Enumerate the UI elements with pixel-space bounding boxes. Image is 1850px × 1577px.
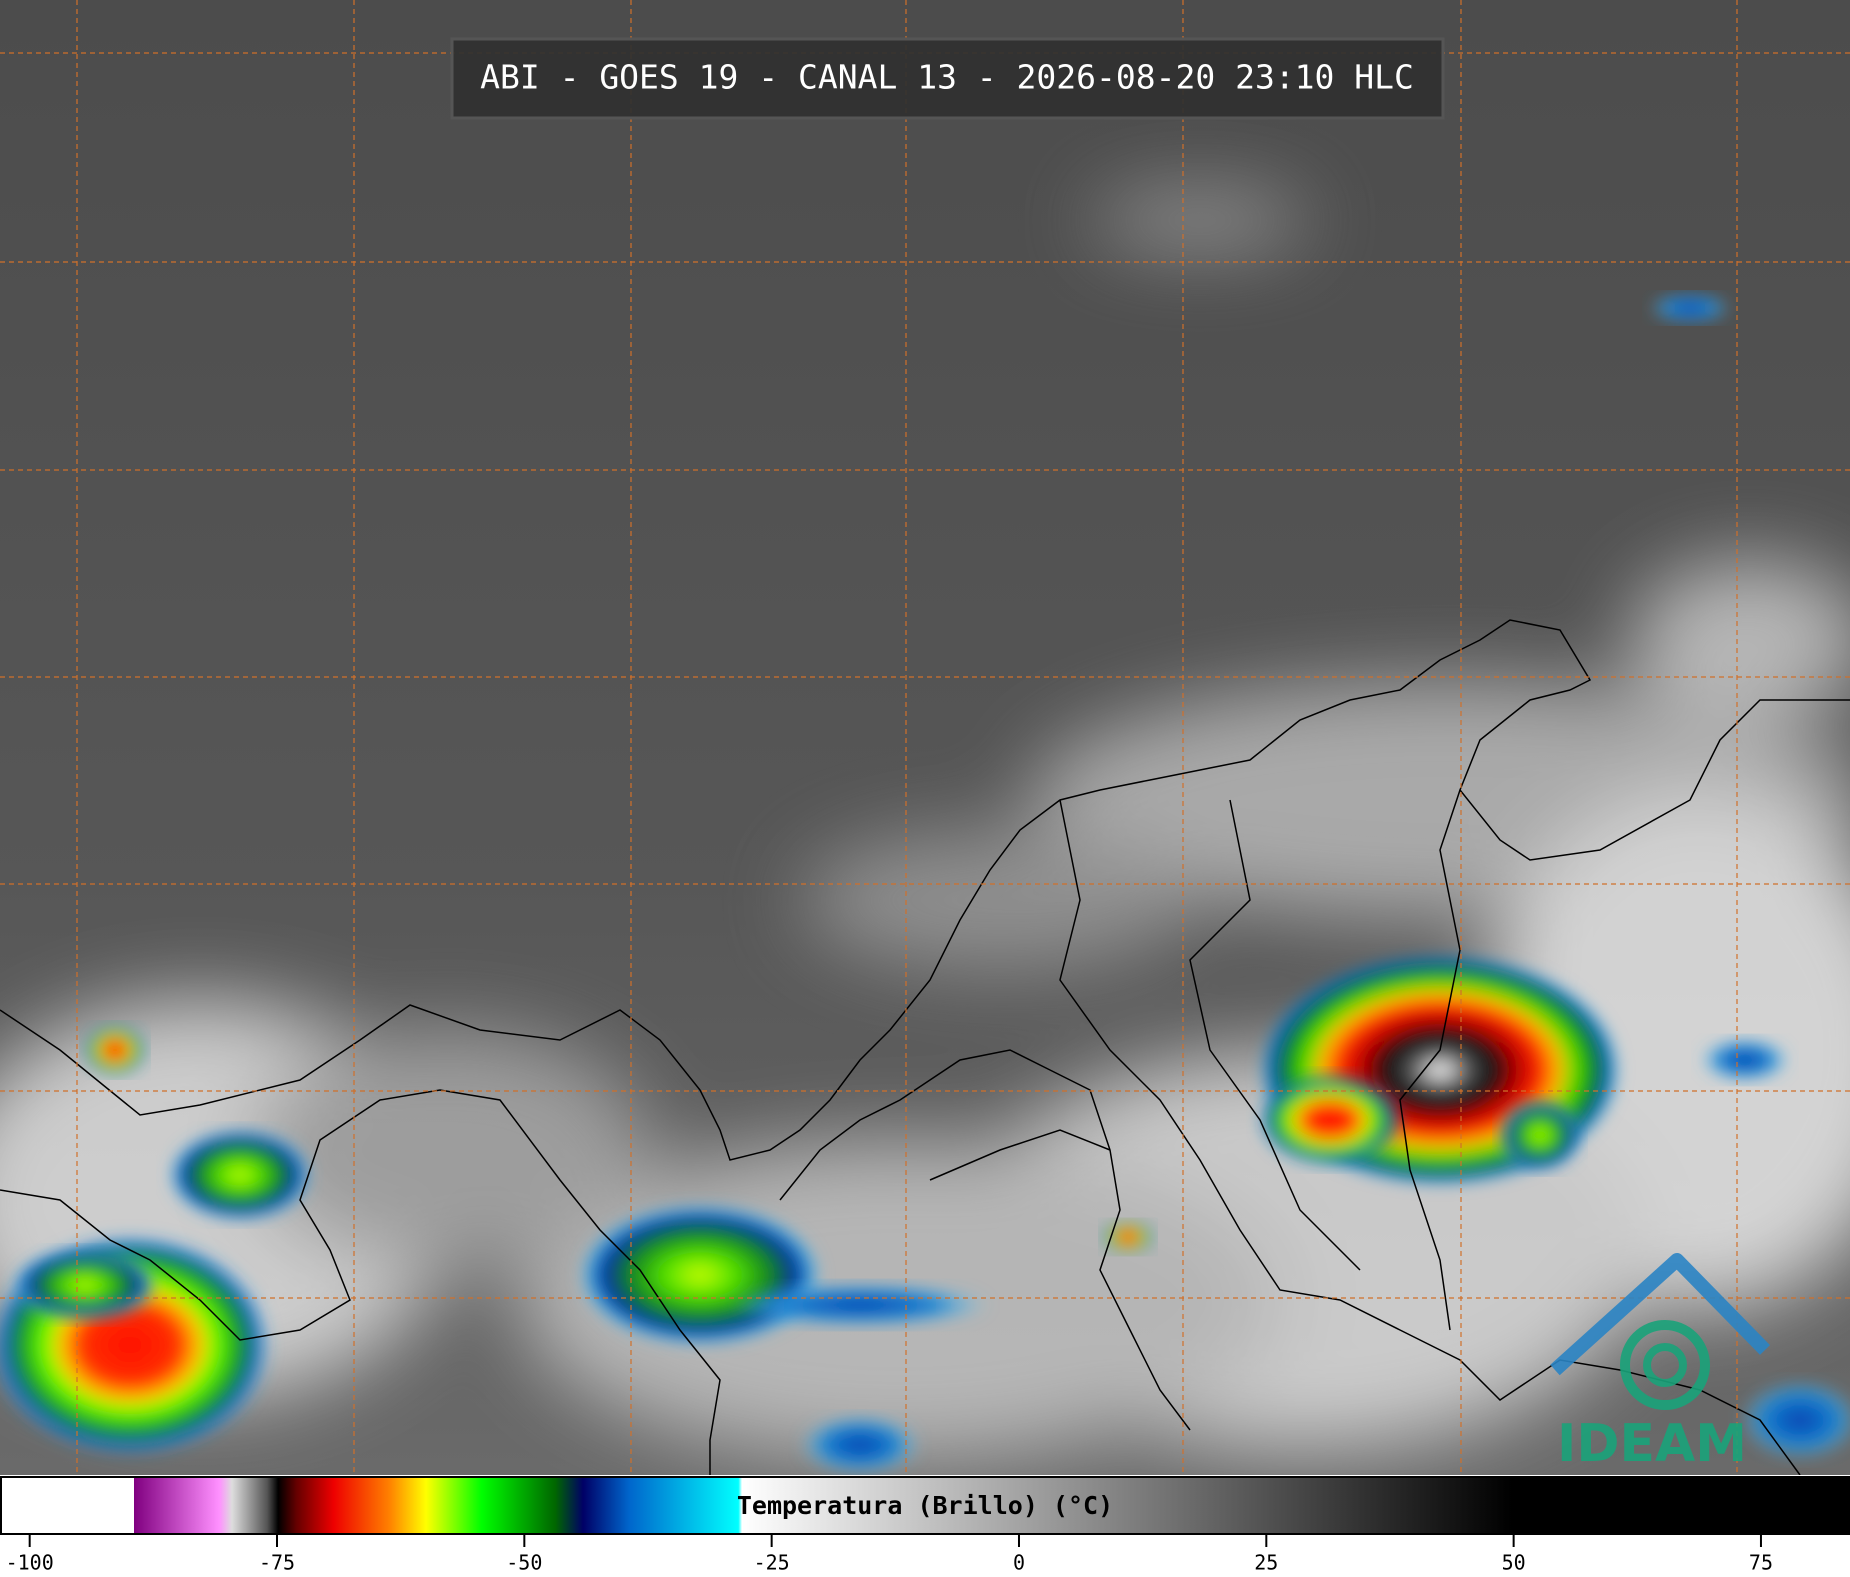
- colorbar-ticks: -100 -75 -50 -25 0 25 50 75: [6, 1535, 1773, 1575]
- tick-label: 25: [1254, 1551, 1278, 1575]
- colorbar-label: Temperatura (Brillo) (°C): [737, 1491, 1113, 1520]
- tick-label: -25: [754, 1551, 790, 1575]
- graticule: [0, 0, 1850, 1475]
- logo-text: IDEAM: [1557, 1414, 1747, 1474]
- convective-cells: [0, 293, 1850, 1475]
- logo: IDEAM: [1550, 1253, 1771, 1474]
- tick-label: 75: [1749, 1551, 1773, 1575]
- title-box: ABI - GOES 19 - CANAL 13 - 2026-08-20 23…: [450, 37, 1445, 120]
- title: ABI - GOES 19 - CANAL 13 - 2026-08-20 23…: [480, 58, 1414, 97]
- colorbar: [0, 1476, 1850, 1535]
- tick-label: -100: [6, 1551, 54, 1575]
- tick-label: -50: [506, 1551, 542, 1575]
- tick-label: -75: [259, 1551, 295, 1575]
- tick-label: 50: [1502, 1551, 1526, 1575]
- tick-label: 0: [1013, 1551, 1025, 1575]
